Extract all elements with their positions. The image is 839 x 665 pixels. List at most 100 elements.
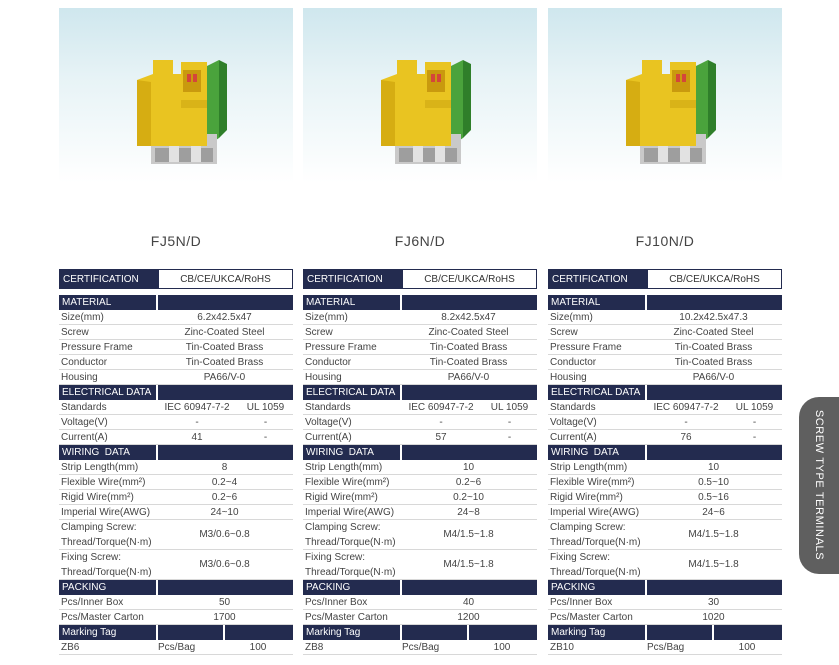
spec-label: Size(mm): [305, 312, 348, 323]
tag-value: ZB8: [305, 642, 324, 653]
spec-row-fixing-screw: Fixing Screw: Thread/Torque(N·m) M4/1.5~…: [548, 550, 782, 580]
spec-value-iec: 57: [435, 432, 447, 443]
spec-label: Screw: [61, 327, 89, 338]
spec-value-iec: -: [439, 417, 443, 428]
spec-value: 6.2x42.5x47: [197, 312, 252, 323]
spec-label: Size(mm): [61, 312, 104, 323]
spec-label: Housing: [550, 372, 587, 383]
spec-value: 8: [221, 462, 228, 473]
spec-label: Pcs/Inner Box: [61, 597, 124, 608]
product-name: FJ10N/D: [635, 233, 695, 249]
tag-value: ZB6: [61, 642, 80, 653]
spec-table: CERTIFICATION CB/CE/UKCA/RoHS MATERIAL S…: [303, 269, 537, 655]
spec-row-screw: Screw Zinc-Coated Steel: [303, 325, 537, 340]
pcs-bag-label: Pcs/Bag: [647, 642, 685, 653]
spec-value-iec: IEC 60947-7-2: [164, 402, 230, 413]
spec-value-ul: UL 1059: [490, 402, 529, 413]
spec-label: Flexible Wire(mm²): [550, 477, 635, 488]
spec-label: Pcs/Inner Box: [305, 597, 368, 608]
spec-value: Tin-Coated Brass: [429, 357, 508, 368]
spec-table: CERTIFICATION CB/CE/UKCA/RoHS MATERIAL S…: [59, 269, 293, 655]
spec-label: Standards: [305, 402, 351, 413]
spec-label: Current(A): [305, 432, 352, 443]
spec-label: Conductor: [305, 357, 352, 368]
spec-label: Flexible Wire(mm²): [61, 477, 146, 488]
spec-value: M4/1.5~1.8: [688, 559, 739, 570]
spec-value: 50: [218, 597, 231, 608]
spec-label: Standards: [550, 402, 596, 413]
spec-value: 0.5~10: [698, 477, 729, 488]
spec-row-pressure-frame: Pressure Frame Tin-Coated Brass: [548, 340, 782, 355]
spec-row-voltage: Voltage(V) - -: [59, 415, 293, 430]
spec-label: Pcs/Master Carton: [61, 612, 144, 623]
spec-row-rigid-wire: Rigid Wire(mm²) 0.2~10: [303, 490, 537, 505]
section-title: MATERIAL: [551, 297, 601, 308]
spec-row-standards: Standards IEC 60947-7-2 UL 1059: [548, 400, 782, 415]
spec-row-voltage: Voltage(V) - -: [548, 415, 782, 430]
spec-value-ul: UL 1059: [246, 402, 285, 413]
spec-row-voltage: Voltage(V) - -: [303, 415, 537, 430]
spec-label: Screw: [550, 327, 578, 338]
spec-value-ul: -: [263, 432, 268, 443]
spec-row-imperial-wire: Imperial Wire(AWG) 24~8: [303, 505, 537, 520]
spec-value: 0.2~6: [211, 492, 238, 503]
section-header-marking-tag: Marking Tag: [59, 625, 293, 640]
spec-row-imperial-wire: Imperial Wire(AWG) 24~10: [59, 505, 293, 520]
spec-value-iec: IEC 60947-7-2: [408, 402, 474, 413]
spec-label: Clamping Screw: Thread/Torque(N·m): [305, 522, 396, 548]
spec-value: Tin-Coated Brass: [674, 342, 753, 353]
spec-value: M4/1.5~1.8: [443, 529, 494, 540]
section-header-electrical: ELECTRICAL DATA: [303, 385, 537, 400]
spec-value: PA66/V-0: [447, 372, 490, 383]
spec-row-pcs-inner-box: Pcs/Inner Box 30: [548, 595, 782, 610]
spec-value: 10: [462, 462, 475, 473]
spec-value: M4/1.5~1.8: [688, 529, 739, 540]
spec-label: Imperial Wire(AWG): [305, 507, 395, 518]
spec-label: Fixing Screw: Thread/Torque(N·m): [550, 552, 641, 578]
spec-label: Current(A): [550, 432, 597, 443]
spec-value-iec: -: [195, 417, 199, 428]
spec-value: 10.2x42.5x47.3: [679, 312, 748, 323]
section-header-wiring: WIRING DATA: [548, 445, 782, 460]
spec-value-ul: -: [752, 432, 757, 443]
spec-label: Pressure Frame: [550, 342, 622, 353]
spec-row-standards: Standards IEC 60947-7-2 UL 1059: [303, 400, 537, 415]
spec-row-fixing-screw: Fixing Screw: Thread/Torque(N·m) M4/1.5~…: [303, 550, 537, 580]
spec-row-size: Size(mm) 6.2x42.5x47: [59, 310, 293, 325]
side-tab[interactable]: SCREW TYPE TERMINALS: [799, 397, 839, 574]
spec-value: 0.2~4: [211, 477, 238, 488]
spec-row-current: Current(A) 57 -: [303, 430, 537, 445]
section-header-electrical: ELECTRICAL DATA: [59, 385, 293, 400]
spec-label: Housing: [61, 372, 98, 383]
spec-row-flexible-wire: Flexible Wire(mm²) 0.2~6: [303, 475, 537, 490]
section-title: PACKING: [306, 582, 351, 593]
spec-value-ul: -: [507, 432, 512, 443]
section-header-marking-tag: Marking Tag: [303, 625, 537, 640]
spec-label: Screw: [305, 327, 333, 338]
spec-value-iec: IEC 60947-7-2: [653, 402, 719, 413]
spec-label: Voltage(V): [305, 417, 352, 428]
spec-value: Tin-Coated Brass: [674, 357, 753, 368]
spec-label: Rigid Wire(mm²): [61, 492, 134, 503]
spec-value: 1020: [702, 612, 725, 623]
spec-label: Imperial Wire(AWG): [61, 507, 151, 518]
spec-value: M3/0.6~0.8: [199, 559, 250, 570]
spec-value: Tin-Coated Brass: [429, 342, 508, 353]
section-title: ELECTRICAL DATA: [62, 387, 152, 398]
spec-label: Rigid Wire(mm²): [550, 492, 623, 503]
product-image: [59, 8, 293, 183]
section-header-electrical: ELECTRICAL DATA: [548, 385, 782, 400]
spec-label: Imperial Wire(AWG): [550, 507, 640, 518]
spec-value: Tin-Coated Brass: [185, 357, 264, 368]
pcs-bag-label: Pcs/Bag: [402, 642, 440, 653]
section-title: ELECTRICAL DATA: [306, 387, 396, 398]
spec-value-iec: 76: [680, 432, 692, 443]
section-header-packing: PACKING: [548, 580, 782, 595]
spec-value: Tin-Coated Brass: [185, 342, 264, 353]
spec-row-pressure-frame: Pressure Frame Tin-Coated Brass: [59, 340, 293, 355]
spec-value: M4/1.5~1.8: [443, 559, 494, 570]
spec-row-current: Current(A) 41 -: [59, 430, 293, 445]
spec-value: PA66/V-0: [203, 372, 246, 383]
spec-row-housing: Housing PA66/V-0: [59, 370, 293, 385]
spec-label: Flexible Wire(mm²): [305, 477, 390, 488]
